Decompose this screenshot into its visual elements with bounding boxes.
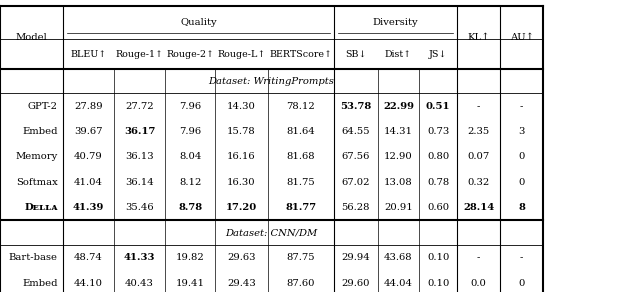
Text: 78.12: 78.12 bbox=[287, 102, 315, 111]
Text: 81.68: 81.68 bbox=[287, 152, 315, 161]
Text: 87.60: 87.60 bbox=[287, 279, 315, 288]
Text: 8.04: 8.04 bbox=[179, 152, 201, 161]
Text: 0.73: 0.73 bbox=[427, 127, 449, 136]
Text: Embed: Embed bbox=[22, 127, 58, 136]
Text: 67.56: 67.56 bbox=[342, 152, 370, 161]
Text: 0.32: 0.32 bbox=[468, 178, 490, 187]
Text: Diversity: Diversity bbox=[372, 18, 419, 27]
Text: Embed: Embed bbox=[22, 279, 58, 288]
Text: 16.30: 16.30 bbox=[227, 178, 255, 187]
Text: 27.89: 27.89 bbox=[74, 102, 102, 111]
Text: 8.78: 8.78 bbox=[178, 203, 202, 212]
Text: BLEU↑: BLEU↑ bbox=[70, 50, 106, 58]
Text: 29.43: 29.43 bbox=[227, 279, 255, 288]
Text: -: - bbox=[477, 102, 481, 111]
Text: 14.30: 14.30 bbox=[227, 102, 256, 111]
Text: -: - bbox=[477, 253, 481, 263]
Text: 0.78: 0.78 bbox=[427, 178, 449, 187]
Text: 16.16: 16.16 bbox=[227, 152, 255, 161]
Text: Memory: Memory bbox=[15, 152, 58, 161]
Text: 39.67: 39.67 bbox=[74, 127, 102, 136]
Text: 17.20: 17.20 bbox=[226, 203, 257, 212]
Text: 67.02: 67.02 bbox=[342, 178, 370, 187]
Text: 2.35: 2.35 bbox=[468, 127, 490, 136]
Text: SB↓: SB↓ bbox=[345, 50, 367, 58]
Text: 0.51: 0.51 bbox=[426, 102, 451, 111]
Text: 44.10: 44.10 bbox=[74, 279, 103, 288]
Text: 56.28: 56.28 bbox=[342, 203, 370, 212]
Text: Dᴇʟʟᴀ: Dᴇʟʟᴀ bbox=[24, 203, 58, 212]
Text: 0.10: 0.10 bbox=[427, 279, 449, 288]
Text: 0: 0 bbox=[518, 178, 525, 187]
Text: 0.10: 0.10 bbox=[427, 253, 449, 263]
Text: 0.0: 0.0 bbox=[471, 279, 486, 288]
Text: -: - bbox=[520, 253, 524, 263]
Text: 40.79: 40.79 bbox=[74, 152, 102, 161]
Text: Rouge-2↑: Rouge-2↑ bbox=[166, 50, 214, 58]
Text: 36.17: 36.17 bbox=[124, 127, 156, 136]
Text: GPT-2: GPT-2 bbox=[28, 102, 58, 111]
Text: 53.78: 53.78 bbox=[340, 102, 371, 111]
Text: Bart-base: Bart-base bbox=[8, 253, 58, 263]
Text: JS↓: JS↓ bbox=[429, 50, 447, 58]
Text: Quality: Quality bbox=[180, 18, 217, 27]
Text: 29.63: 29.63 bbox=[227, 253, 255, 263]
Text: BERTScore↑: BERTScore↑ bbox=[269, 50, 332, 58]
Text: 20.91: 20.91 bbox=[384, 203, 413, 212]
Text: 7.96: 7.96 bbox=[179, 102, 201, 111]
Text: 3: 3 bbox=[518, 127, 525, 136]
Text: 36.14: 36.14 bbox=[125, 178, 154, 187]
Text: 15.78: 15.78 bbox=[227, 127, 255, 136]
Text: 29.60: 29.60 bbox=[342, 279, 370, 288]
Text: 19.82: 19.82 bbox=[176, 253, 204, 263]
Text: 44.04: 44.04 bbox=[384, 279, 413, 288]
Text: 35.46: 35.46 bbox=[125, 203, 154, 212]
Text: 28.14: 28.14 bbox=[463, 203, 494, 212]
Text: 19.41: 19.41 bbox=[175, 279, 205, 288]
Text: 81.77: 81.77 bbox=[285, 203, 316, 212]
Text: -: - bbox=[520, 102, 524, 111]
Text: Dist↑: Dist↑ bbox=[385, 50, 412, 58]
Text: 12.90: 12.90 bbox=[384, 152, 413, 161]
Text: 29.94: 29.94 bbox=[342, 253, 370, 263]
Text: 36.13: 36.13 bbox=[125, 152, 154, 161]
Text: 8: 8 bbox=[518, 203, 525, 212]
Text: 7.96: 7.96 bbox=[179, 127, 201, 136]
Text: 14.31: 14.31 bbox=[384, 127, 413, 136]
Text: Model: Model bbox=[15, 33, 47, 42]
Text: Dataset: CNN/DM: Dataset: CNN/DM bbox=[225, 228, 317, 237]
Text: 43.68: 43.68 bbox=[384, 253, 413, 263]
Text: 41.33: 41.33 bbox=[124, 253, 156, 263]
Text: 0.80: 0.80 bbox=[427, 152, 449, 161]
Text: 41.39: 41.39 bbox=[72, 203, 104, 212]
Text: 87.75: 87.75 bbox=[287, 253, 315, 263]
Text: Rouge-1↑: Rouge-1↑ bbox=[116, 50, 164, 58]
Text: Rouge-L↑: Rouge-L↑ bbox=[217, 50, 266, 58]
Text: 0.60: 0.60 bbox=[427, 203, 449, 212]
Text: Softmax: Softmax bbox=[16, 178, 58, 187]
Text: 27.72: 27.72 bbox=[125, 102, 154, 111]
Text: 64.55: 64.55 bbox=[342, 127, 370, 136]
Text: 40.43: 40.43 bbox=[125, 279, 154, 288]
Text: 81.64: 81.64 bbox=[287, 127, 315, 136]
Text: 8.12: 8.12 bbox=[179, 178, 201, 187]
Text: 0: 0 bbox=[518, 152, 525, 161]
Text: Dataset: WritingPrompts: Dataset: WritingPrompts bbox=[209, 77, 334, 86]
Text: 81.75: 81.75 bbox=[287, 178, 315, 187]
Text: AU↑: AU↑ bbox=[509, 33, 534, 42]
Text: 0: 0 bbox=[518, 279, 525, 288]
Text: 22.99: 22.99 bbox=[383, 102, 414, 111]
Text: 41.04: 41.04 bbox=[74, 178, 103, 187]
Text: 13.08: 13.08 bbox=[384, 178, 413, 187]
Text: KL↑: KL↑ bbox=[467, 33, 490, 42]
Text: 0.07: 0.07 bbox=[468, 152, 490, 161]
Text: 48.74: 48.74 bbox=[74, 253, 103, 263]
